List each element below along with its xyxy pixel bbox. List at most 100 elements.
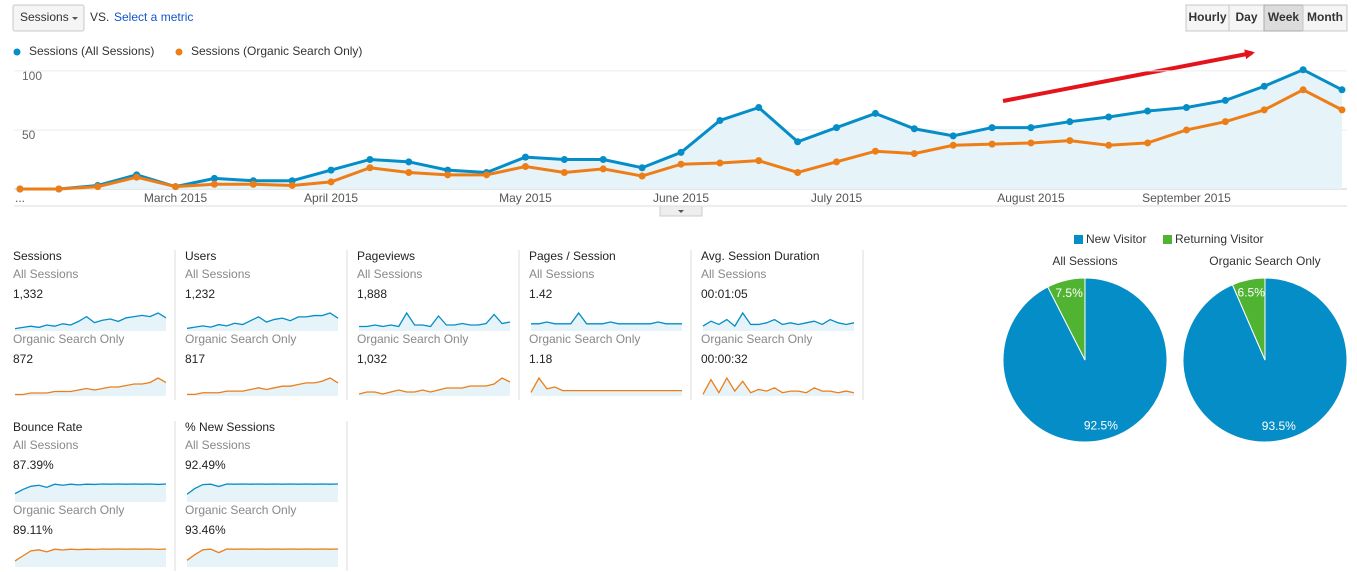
sparkline-area: [187, 549, 338, 567]
data-point: [1066, 118, 1074, 126]
segment-label: All Sessions: [13, 267, 78, 281]
data-point: [1027, 139, 1035, 147]
pie-title: Organic Search Only: [1209, 254, 1320, 268]
segment-label: Organic Search Only: [357, 332, 468, 346]
data-point: [366, 164, 374, 172]
data-point: [910, 150, 918, 158]
sparkline: [187, 377, 339, 396]
data-point: [1260, 106, 1268, 114]
data-point: [599, 155, 607, 163]
data-point: [249, 180, 257, 188]
data-point: [638, 164, 646, 172]
data-point: [405, 168, 413, 176]
data-point: [1182, 126, 1190, 134]
segment-label: Organic Search Only: [185, 503, 296, 517]
data-point: [794, 168, 802, 176]
sparkline: [359, 311, 511, 328]
segment-label: All Sessions: [701, 267, 766, 281]
segment-label: All Sessions: [357, 267, 422, 281]
sparkline: [14, 312, 167, 330]
metric-value: 00:00:32: [701, 352, 748, 366]
sparkline: [530, 376, 682, 393]
sparkline: [186, 312, 339, 330]
data-point: [55, 185, 63, 193]
interval-button[interactable]: [1228, 4, 1265, 32]
legend-label: Sessions (All Sessions): [29, 44, 154, 58]
metric-value: 1,032: [357, 352, 387, 366]
sparkline-area: [187, 378, 338, 396]
metric-name: Bounce Rate: [13, 420, 83, 434]
data-point: [794, 138, 802, 146]
metric-value: 817: [185, 352, 205, 366]
sparkline: [702, 376, 855, 395]
pie-label: 92.5%: [1084, 418, 1118, 432]
data-point: [833, 158, 841, 166]
interval-button[interactable]: [1302, 4, 1348, 32]
sparkline: [15, 377, 167, 396]
segment-label: Organic Search Only: [13, 332, 124, 346]
segment-label: Organic Search Only: [701, 332, 812, 346]
interval-button[interactable]: [1263, 4, 1304, 32]
data-point: [988, 124, 996, 132]
data-point: [327, 178, 335, 186]
segment-label: All Sessions: [529, 267, 594, 281]
data-point: [638, 172, 646, 180]
segment-label: All Sessions: [13, 438, 78, 452]
data-point: [288, 181, 296, 189]
x-tick-label: April 2015: [304, 191, 358, 205]
data-point: [327, 166, 335, 174]
sparkline: [14, 548, 167, 562]
sparkline-area: [531, 378, 682, 396]
interval-label: Hourly: [1188, 10, 1226, 24]
data-point: [988, 140, 996, 148]
metric-dropdown[interactable]: [12, 4, 85, 32]
x-tick-label: September 2015: [1142, 191, 1231, 205]
data-point: [716, 159, 724, 167]
legend-swatch: [1163, 235, 1172, 244]
x-tick-label: August 2015: [997, 191, 1065, 205]
interval-buttons: Hourly Day Week Month: [1185, 4, 1348, 32]
sparkline-area: [15, 549, 166, 567]
sparkline-area: [15, 378, 166, 396]
metric-name: Users: [185, 249, 216, 263]
data-point: [483, 171, 491, 179]
legend-label: Returning Visitor: [1175, 232, 1264, 246]
expand-caret: [678, 210, 684, 213]
pie-slice: [1231, 277, 1266, 361]
data-point: [1338, 86, 1346, 94]
data-point: [1105, 113, 1113, 121]
data-point: [1144, 107, 1152, 115]
sparkline: [14, 483, 167, 495]
metric-name: Pageviews: [357, 249, 415, 263]
interval-label: Day: [1235, 10, 1257, 24]
metric-value: 00:01:05: [701, 287, 748, 301]
metric-name: Sessions: [13, 249, 62, 263]
x-tick-label: ...: [15, 191, 25, 205]
sparkline: [702, 311, 855, 328]
area: [20, 69, 1342, 189]
legend-swatch: [13, 48, 21, 56]
dropdown-caret: [72, 17, 78, 20]
data-point: [1299, 66, 1307, 74]
data-point: [1182, 104, 1190, 112]
interval-button[interactable]: [1185, 4, 1230, 32]
legend-swatch: [1074, 235, 1083, 244]
metric-value: 87.39%: [13, 458, 54, 472]
metric-value: 1,232: [185, 287, 215, 301]
data-point: [172, 183, 180, 191]
pie-label: 6.5%: [1238, 286, 1266, 300]
select-metric-link[interactable]: Select a metric: [114, 10, 193, 24]
metric-name: Avg. Session Duration: [701, 249, 820, 263]
data-point: [949, 132, 957, 140]
interval-label: Month: [1307, 10, 1343, 24]
pie-label: 93.5%: [1262, 419, 1296, 433]
data-point: [833, 124, 841, 132]
data-point: [1105, 141, 1113, 149]
data-point: [1260, 82, 1268, 90]
sparkline: [186, 548, 339, 561]
sparkline-area: [359, 378, 510, 396]
data-point: [755, 104, 763, 112]
metric-value: 1,888: [357, 287, 387, 301]
legend-swatch: [175, 48, 183, 56]
